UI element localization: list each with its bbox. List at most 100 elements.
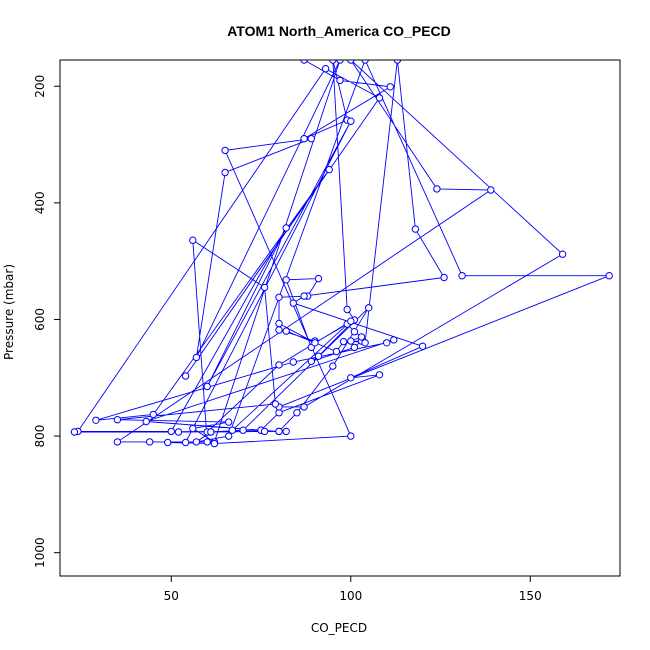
data-point	[164, 438, 172, 447]
data-point	[347, 374, 355, 382]
data-point	[300, 135, 308, 143]
data-point	[440, 273, 448, 282]
data-point	[174, 428, 183, 436]
data-point	[275, 326, 283, 334]
data-point	[70, 428, 79, 436]
data-point	[300, 403, 308, 411]
data-point	[225, 418, 233, 426]
data-point	[189, 236, 197, 244]
data-point	[289, 358, 297, 366]
data-point	[487, 186, 495, 194]
data-point	[271, 400, 280, 408]
data-point	[181, 438, 190, 447]
plot-frame	[59, 59, 621, 577]
data-point	[203, 382, 211, 391]
data-point	[113, 438, 122, 446]
data-point	[289, 299, 297, 307]
data-point	[210, 439, 219, 448]
data-point	[605, 272, 613, 280]
data-point	[558, 250, 567, 258]
data-point	[228, 426, 237, 434]
data-point	[458, 272, 466, 280]
data-point	[350, 343, 359, 352]
data-point	[336, 76, 344, 85]
y-tick-label: 400	[33, 191, 47, 214]
data-point	[203, 438, 211, 446]
data-point	[325, 165, 333, 174]
data-point	[339, 337, 348, 346]
x-axis: 50 100 150	[164, 576, 542, 603]
data-point	[383, 339, 391, 347]
data-point	[347, 117, 355, 125]
data-point	[239, 426, 247, 434]
y-tick-label: 600	[33, 308, 47, 331]
data-point	[192, 438, 201, 446]
data-point	[300, 292, 308, 300]
data-point	[418, 342, 427, 350]
data-point	[329, 60, 337, 64]
data-point	[375, 94, 384, 102]
data-point	[350, 328, 359, 336]
data-point	[347, 432, 355, 440]
chart-title: ATOM1 North_America CO_PECD	[227, 23, 451, 39]
data-point	[433, 185, 441, 193]
data-point	[390, 336, 398, 344]
data-point	[321, 65, 330, 73]
data-point	[347, 60, 355, 64]
data-point	[260, 283, 269, 292]
data-point	[393, 60, 402, 64]
y-tick-label: 800	[33, 425, 47, 448]
data-point	[314, 274, 323, 283]
data-point	[282, 224, 290, 232]
data-point	[221, 168, 229, 177]
data-point	[92, 416, 100, 424]
data-point	[146, 438, 154, 446]
data-point	[181, 372, 190, 380]
data-point	[411, 225, 420, 233]
x-tick-label: 50	[164, 589, 179, 603]
data-point	[275, 361, 283, 369]
data-point	[221, 146, 229, 155]
data-point	[343, 305, 351, 314]
data-point	[189, 424, 197, 433]
x-tick-label: 150	[519, 589, 542, 603]
data-point	[314, 352, 323, 360]
data-point	[361, 339, 369, 347]
data-point	[375, 371, 384, 379]
x-tick-label: 100	[339, 589, 362, 603]
x-axis-label: CO_PECD	[311, 621, 367, 635]
data-point	[167, 427, 176, 436]
data-point	[282, 276, 290, 284]
series-line	[74, 60, 610, 445]
data-point	[260, 427, 269, 436]
data-point	[282, 427, 290, 436]
data-point	[361, 60, 369, 64]
data-point	[282, 327, 290, 335]
data-point	[347, 317, 355, 325]
data-point	[142, 417, 150, 426]
data-point	[275, 293, 283, 301]
y-axis-label: Pressure (mbar)	[2, 264, 16, 360]
data-point	[347, 337, 355, 345]
data-point	[300, 60, 308, 64]
y-axis: 200 400 600 800 1000	[33, 75, 60, 568]
data-point	[225, 432, 233, 440]
data-point	[357, 333, 366, 341]
y-tick-label: 1000	[33, 537, 47, 568]
data-point	[192, 353, 201, 362]
data-point	[275, 319, 283, 328]
y-tick-label: 200	[33, 75, 47, 98]
data-point	[386, 83, 394, 91]
series-layer	[70, 60, 613, 448]
data-point	[332, 347, 341, 356]
data-point	[275, 427, 283, 436]
data-point	[113, 416, 122, 424]
data-point	[336, 60, 344, 64]
data-point	[293, 409, 301, 417]
data-point	[329, 362, 337, 370]
data-point	[311, 339, 319, 347]
data-point	[207, 428, 215, 436]
data-point	[149, 410, 158, 419]
data-point	[307, 135, 315, 143]
